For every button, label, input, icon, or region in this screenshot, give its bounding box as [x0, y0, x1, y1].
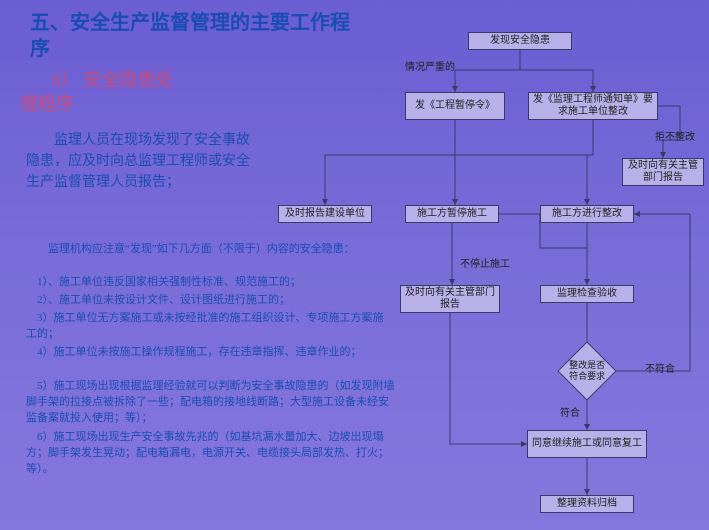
edge-label-refuse: 拒不整改	[655, 128, 695, 143]
edge-label-nostop: 不停止施工	[460, 255, 510, 270]
flow-node-n_check: 监理检查验收	[540, 285, 634, 303]
flow-node-n_report_gov: 及时向有关主管部门报告	[400, 285, 500, 313]
edge-label-ok: 符合	[560, 404, 580, 419]
edge-label-serious: 情况严重的	[405, 58, 455, 73]
note-4: 4）施工单位未按施工操作规程施工，存在违章指挥、违章作业的；	[26, 345, 386, 361]
flow-node-n_order: 发《工程暂停令》	[405, 92, 505, 120]
subtitle: 6） 安全隐患处	[52, 68, 232, 93]
intro-paragraph: 监理人员在现场发现了安全事故隐患，应及时向总监理工程师或安全生产监督管理人员报告…	[26, 130, 251, 193]
flow-node-n_notice: 发《监理工程师通知单》要求施工单位整改	[528, 92, 658, 120]
subtitle-line2: 理程序	[20, 92, 220, 117]
note-1: 1）、施工单位违反国家相关强制性标准、规范施工的；	[26, 275, 386, 291]
note-5: 5）施工现场出现根据监理经验就可以判断为安全事故隐患的（如发现附墙脚手架的拉接点…	[26, 379, 396, 427]
note-3: 3）施工单位无方案施工或未按经批准的施工组织设计、专项施工方案施工的；	[26, 311, 386, 343]
flow-node-n_report_unit: 及时报告建设单位	[278, 205, 372, 223]
section-title: 五、安全生产监督管理的主要工作程 序	[30, 10, 460, 62]
flow-node-n_report_gov2: 及时向有关主管部门报告	[622, 158, 704, 186]
title-line1: 五、安全生产监督管理的主要工作程	[30, 12, 350, 34]
note-header: 监理机构应注意“发现”如下几方面（不限于）内容的安全隐患：	[26, 242, 376, 258]
note-6: 6）施工现场出现生产安全事故先兆的（如基坑漏水量加大、边坡出现塌方；脚手架发生晃…	[26, 430, 396, 478]
flow-node-n_discover: 发现安全隐患	[468, 32, 572, 50]
note-2: 2）、施工单位未按设计文件、设计图纸进行施工的；	[26, 293, 386, 309]
edge-label-notok: 不符合	[645, 360, 675, 375]
flow-node-n_archive: 整理资料归档	[540, 495, 634, 513]
flow-node-n_stop: 施工方暂停施工	[405, 205, 499, 223]
title-line2: 序	[30, 38, 50, 60]
flow-node-n_ok: 整改是否符合要求	[557, 341, 616, 400]
flow-node-n_resume: 同意继续施工或同意复工	[527, 430, 647, 458]
flow-node-n_rectify: 施工方进行整改	[540, 205, 634, 223]
